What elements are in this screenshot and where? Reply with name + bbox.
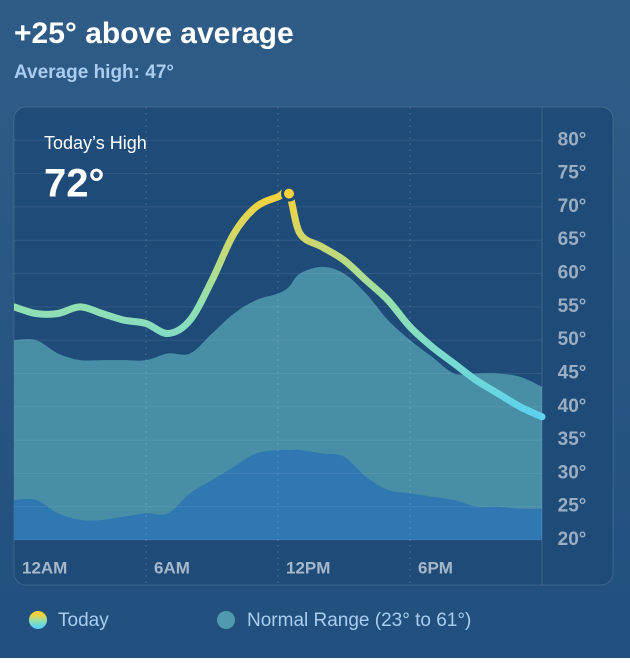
- y-tick-label: 80°: [558, 129, 587, 150]
- y-tick-label: 20°: [558, 529, 587, 550]
- y-tick-label: 45°: [558, 362, 587, 383]
- y-tick-label: 35°: [558, 429, 587, 450]
- y-tick-label: 50°: [558, 329, 587, 350]
- x-tick-label: 12AM: [22, 558, 67, 577]
- y-tick-label: 30°: [558, 462, 587, 483]
- y-tick-label: 40°: [558, 396, 587, 417]
- y-tick-label: 65°: [558, 229, 587, 250]
- legend-swatch: [217, 611, 235, 629]
- high-marker: [281, 185, 297, 202]
- range-low-area: [14, 449, 542, 540]
- subtitle: Average high: 47°: [14, 62, 174, 83]
- annotation-label: Today’s High: [44, 133, 147, 153]
- plot: [14, 107, 546, 585]
- title: +25° above average: [14, 17, 294, 50]
- legend-swatch: [29, 611, 47, 629]
- y-tick-label: 25°: [558, 496, 587, 517]
- x-tick-label: 12PM: [286, 558, 330, 577]
- annotation-value: 72°: [44, 162, 105, 206]
- legend-label: Today: [58, 610, 109, 631]
- x-tick-label: 6PM: [418, 558, 453, 577]
- legend-label: Normal Range (23° to 61°): [247, 610, 471, 631]
- overlay: 20° 25° 30° 35° 40° 45° 50° 55° 60° 65° 70° 75° 80° 1…: [22, 107, 586, 585]
- y-tick-label: 70°: [558, 196, 587, 217]
- y-tick-label: 75°: [558, 163, 587, 184]
- range-high-area: [14, 266, 542, 540]
- y-tick-label: 55°: [558, 296, 587, 317]
- y-tick-label: 60°: [558, 263, 587, 284]
- x-tick-label: 6AM: [154, 558, 190, 577]
